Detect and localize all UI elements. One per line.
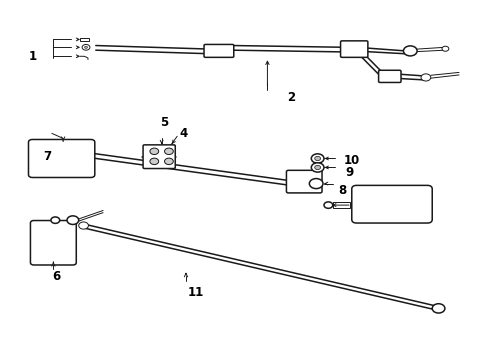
Circle shape — [311, 163, 324, 172]
Circle shape — [314, 165, 320, 170]
Circle shape — [150, 158, 158, 165]
Circle shape — [164, 158, 173, 165]
Circle shape — [79, 222, 88, 229]
Text: 5: 5 — [160, 116, 168, 129]
FancyBboxPatch shape — [340, 41, 367, 57]
FancyBboxPatch shape — [30, 221, 76, 265]
Circle shape — [314, 156, 320, 161]
Text: 7: 7 — [43, 150, 51, 163]
Text: 4: 4 — [179, 127, 187, 140]
Text: 2: 2 — [286, 91, 294, 104]
Circle shape — [82, 44, 90, 50]
Circle shape — [324, 202, 332, 208]
Circle shape — [309, 179, 323, 189]
FancyBboxPatch shape — [143, 145, 175, 168]
Circle shape — [67, 216, 79, 225]
Circle shape — [51, 217, 60, 224]
Text: 11: 11 — [187, 287, 203, 300]
Circle shape — [84, 46, 87, 48]
Circle shape — [441, 46, 448, 51]
Text: 6: 6 — [53, 270, 61, 283]
Text: 10: 10 — [343, 154, 359, 167]
Text: 3: 3 — [364, 204, 372, 217]
Circle shape — [431, 304, 444, 313]
FancyBboxPatch shape — [378, 70, 400, 82]
Circle shape — [150, 148, 158, 154]
Bar — [80, 38, 89, 41]
FancyBboxPatch shape — [203, 44, 233, 57]
Circle shape — [403, 46, 416, 56]
FancyBboxPatch shape — [286, 170, 322, 193]
Bar — [332, 202, 349, 208]
FancyBboxPatch shape — [351, 185, 431, 223]
Text: 9: 9 — [345, 166, 353, 179]
Circle shape — [164, 148, 173, 154]
Text: 8: 8 — [337, 184, 346, 197]
Circle shape — [420, 74, 430, 81]
FancyBboxPatch shape — [28, 139, 95, 177]
Circle shape — [311, 154, 324, 163]
Text: 1: 1 — [28, 50, 37, 63]
